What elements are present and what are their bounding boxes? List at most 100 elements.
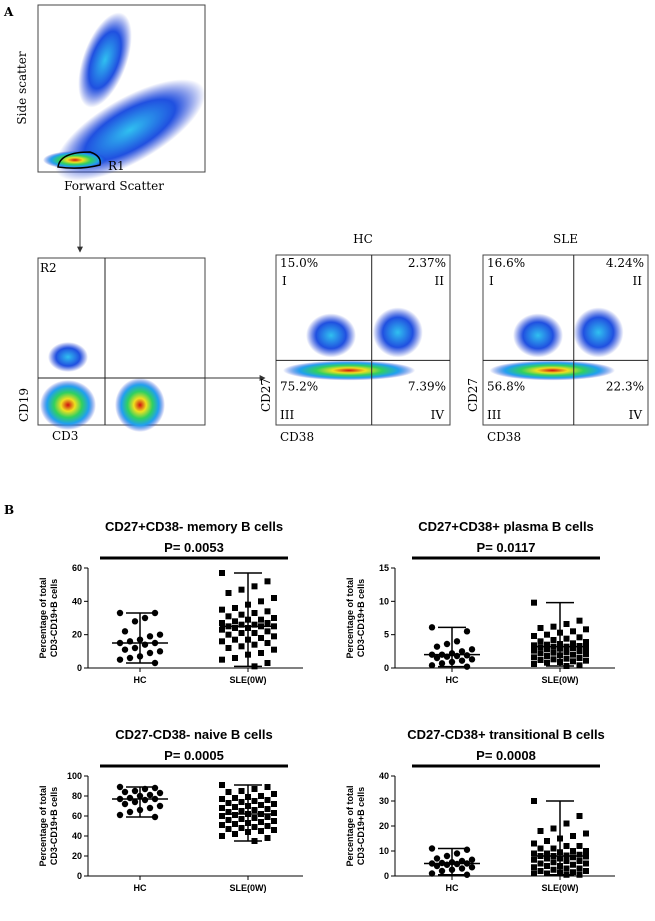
data-point bbox=[453, 652, 461, 660]
data-point bbox=[557, 863, 563, 869]
data-point bbox=[550, 825, 557, 832]
data-point bbox=[537, 650, 544, 657]
y-axis-label: Side scatter bbox=[15, 51, 29, 124]
quadrant-percent: 15.0% bbox=[280, 256, 318, 270]
data-point bbox=[468, 656, 476, 663]
data-point bbox=[151, 813, 159, 821]
data-point bbox=[251, 663, 258, 670]
gate-label: R2 bbox=[40, 261, 57, 275]
data-point bbox=[537, 845, 544, 852]
data-point bbox=[251, 641, 258, 648]
data-point bbox=[563, 621, 570, 627]
x-tick-label: SLE(0W) bbox=[230, 883, 267, 893]
data-point bbox=[468, 856, 476, 863]
y-axis-label: CD3-CD19+B cells bbox=[49, 787, 59, 865]
data-point bbox=[225, 800, 232, 806]
quadrant-label: II bbox=[633, 274, 643, 288]
data-point bbox=[264, 660, 271, 666]
data-point bbox=[563, 858, 570, 864]
plot-title: SLE bbox=[553, 232, 578, 246]
data-point bbox=[146, 791, 154, 799]
y-axis-label: Percentage of total bbox=[345, 577, 355, 658]
data-point bbox=[258, 598, 264, 605]
density bbox=[48, 342, 88, 372]
quadrant-label: II bbox=[435, 274, 445, 288]
data-point bbox=[264, 797, 271, 803]
density bbox=[573, 307, 624, 358]
data-point bbox=[271, 801, 277, 807]
data-point bbox=[448, 658, 456, 666]
data-point bbox=[531, 798, 537, 804]
data-point bbox=[563, 843, 570, 849]
data-point bbox=[136, 636, 144, 643]
data-point bbox=[463, 663, 471, 670]
data-point bbox=[570, 854, 576, 861]
data-point bbox=[463, 652, 471, 659]
data-point bbox=[238, 643, 245, 650]
data-point bbox=[544, 653, 550, 659]
data-point bbox=[550, 845, 557, 852]
y-axis-label: CD3-CD19+B cells bbox=[356, 787, 366, 865]
data-point bbox=[544, 850, 550, 857]
y-tick-label: 0 bbox=[77, 663, 82, 673]
data-point bbox=[544, 838, 550, 844]
data-point bbox=[531, 642, 537, 649]
data-point bbox=[126, 638, 134, 645]
data-point bbox=[438, 660, 446, 667]
data-point bbox=[550, 637, 557, 643]
data-point bbox=[232, 795, 238, 801]
y-tick-label: 20 bbox=[72, 630, 82, 640]
x-tick-label: SLE(0W) bbox=[542, 675, 579, 685]
data-point bbox=[258, 828, 264, 834]
data-point bbox=[232, 618, 238, 625]
x-axis-label: CD38 bbox=[280, 430, 314, 444]
data-point bbox=[563, 865, 570, 872]
data-point bbox=[433, 855, 441, 862]
data-point bbox=[232, 605, 238, 611]
data-point bbox=[544, 659, 550, 666]
data-point bbox=[271, 646, 277, 653]
density bbox=[115, 378, 165, 432]
data-point bbox=[570, 645, 576, 651]
quadrant-label: IV bbox=[629, 408, 643, 422]
data-point bbox=[225, 613, 232, 620]
data-point bbox=[576, 662, 583, 669]
y-axis-label: Percentage of total bbox=[38, 785, 48, 866]
data-point bbox=[544, 641, 550, 648]
data-point bbox=[116, 656, 124, 663]
y-axis-label: Percentage of total bbox=[345, 785, 355, 866]
data-point bbox=[557, 641, 563, 647]
data-point bbox=[557, 652, 563, 659]
data-point bbox=[550, 623, 557, 630]
data-point bbox=[570, 861, 576, 868]
data-point bbox=[563, 663, 570, 669]
data-point bbox=[537, 657, 544, 663]
data-point bbox=[576, 643, 583, 649]
data-point bbox=[570, 628, 576, 635]
quadrant-percent: 22.3% bbox=[606, 379, 644, 393]
y-tick-label: 40 bbox=[379, 771, 389, 781]
data-point bbox=[531, 647, 537, 654]
data-point bbox=[264, 640, 271, 646]
data-point bbox=[537, 638, 544, 645]
chart-title: CD27-CD38+ transitional B cells bbox=[407, 727, 605, 742]
data-point bbox=[557, 645, 563, 652]
data-point bbox=[121, 788, 129, 796]
data-point bbox=[583, 868, 589, 874]
data-point bbox=[219, 570, 225, 576]
data-point bbox=[131, 787, 139, 795]
data-point bbox=[232, 804, 238, 810]
quadrant-percent: 75.2% bbox=[280, 379, 318, 393]
data-point bbox=[225, 645, 232, 651]
data-point bbox=[156, 631, 164, 638]
data-point bbox=[238, 788, 245, 794]
data-point bbox=[238, 816, 245, 822]
data-point bbox=[238, 630, 245, 636]
data-point bbox=[116, 609, 124, 617]
data-point bbox=[433, 643, 441, 650]
data-point bbox=[468, 646, 476, 653]
data-point bbox=[245, 625, 251, 631]
data-point bbox=[141, 785, 149, 793]
data-point bbox=[576, 843, 583, 849]
data-point bbox=[544, 631, 550, 638]
